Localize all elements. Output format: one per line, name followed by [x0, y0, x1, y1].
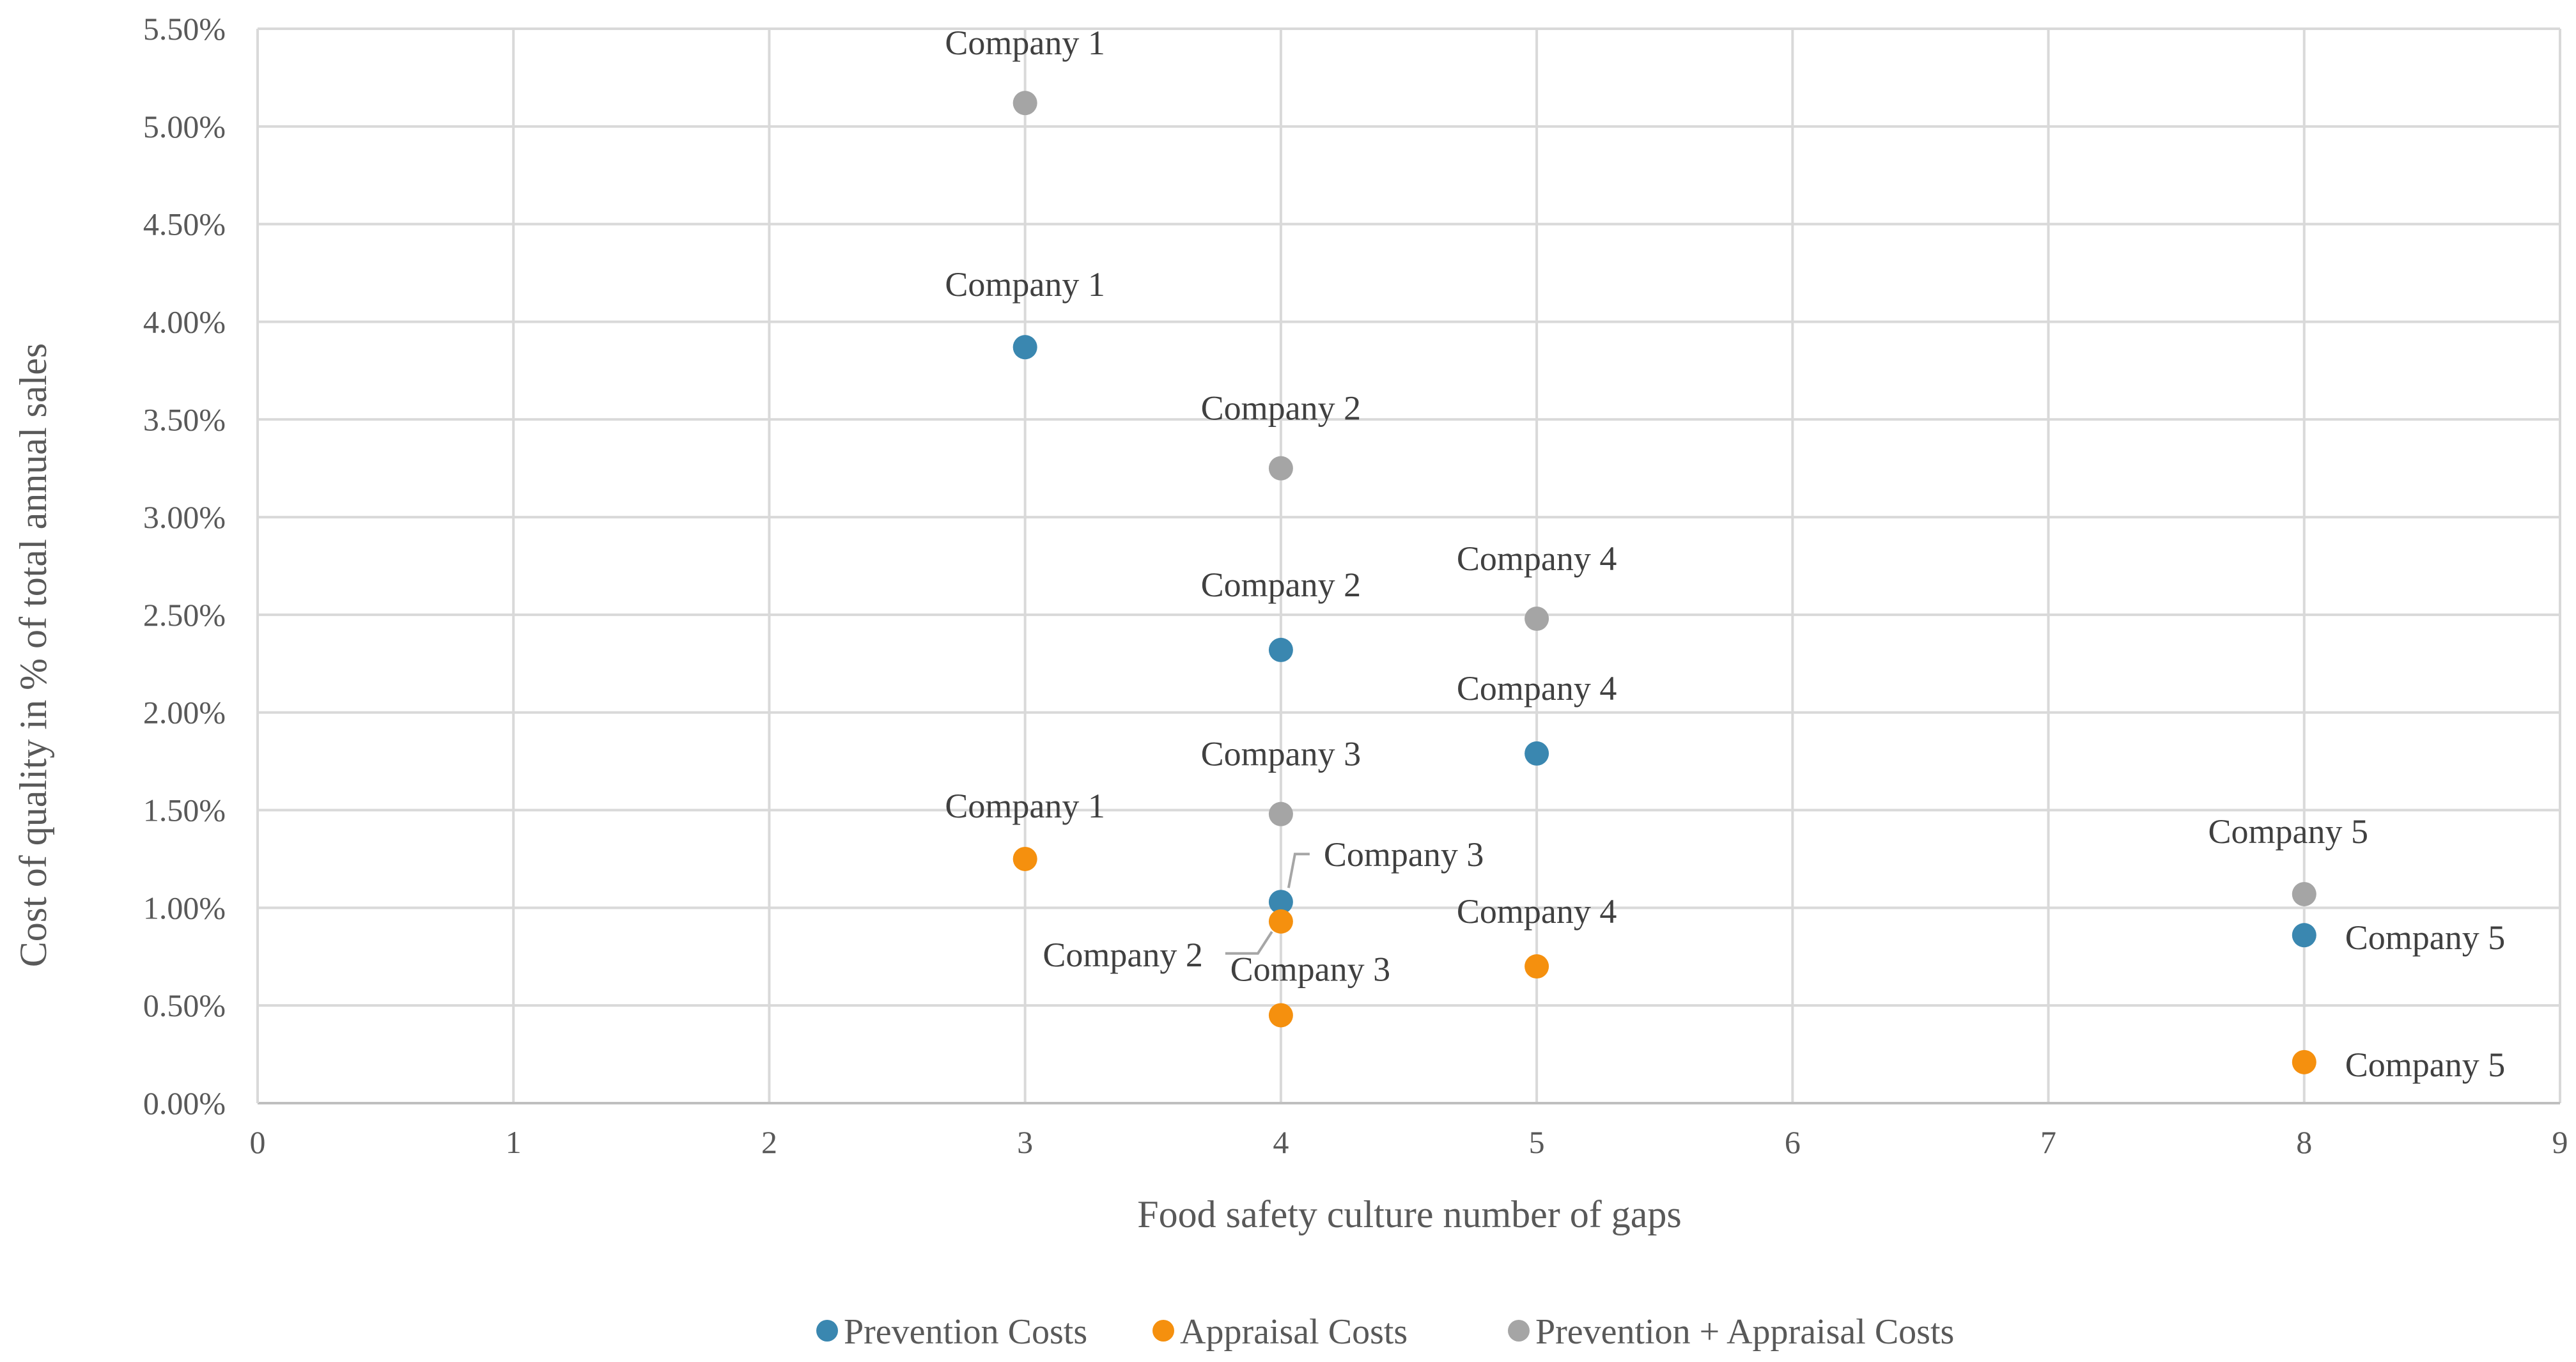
data-label: Company 3	[1324, 835, 1484, 874]
data-point	[1013, 91, 1037, 116]
legend-marker	[1152, 1320, 1174, 1342]
data-point	[1013, 335, 1037, 360]
data-label: Company 2	[1201, 566, 1362, 604]
data-point	[1268, 1003, 1293, 1028]
data-label: Company 3	[1230, 950, 1391, 988]
leader-line	[1287, 853, 1310, 888]
y-tick-label: 3.50%	[143, 401, 226, 437]
x-tick-label: 1	[506, 1124, 522, 1160]
x-tick-label: 9	[2552, 1124, 2568, 1160]
data-point	[1525, 607, 1549, 631]
leader-line	[1225, 931, 1273, 955]
x-tick-label: 6	[1785, 1124, 1801, 1160]
data-point	[2292, 1049, 2316, 1074]
legend: Prevention Costs Appraisal Costs Preventio…	[816, 1312, 1954, 1352]
data-point	[1268, 456, 1293, 481]
data-label: Company 5	[2208, 812, 2369, 851]
data-point	[1525, 741, 1549, 766]
y-tick-label: 5.50%	[143, 11, 226, 47]
y-axis-title: Cost of quality in % of total annual sal…	[12, 343, 54, 968]
data-points	[1013, 91, 2316, 1074]
data-point	[1268, 801, 1293, 826]
data-point	[2292, 923, 2316, 948]
grid	[258, 27, 2561, 1103]
y-tick-label: 0.50%	[143, 987, 226, 1023]
x-tick-label: 7	[2040, 1124, 2056, 1160]
legend-label: Appraisal Costs	[1180, 1312, 1408, 1352]
data-label: Company 2	[1043, 936, 1203, 974]
axes: 0 1 2 3 4 5 6 7 8 9 0.00% 0.50% 1.00% 1.50% 2.00% 2.50%…	[143, 11, 2568, 1160]
x-axis-title: Food safety culture number of gaps	[1137, 1193, 1681, 1235]
y-tick-label: 2.00%	[143, 695, 226, 731]
y-tick-label: 5.00%	[143, 109, 226, 144]
legend-item: Appraisal Costs	[1152, 1312, 1408, 1352]
x-tick-label: 5	[1529, 1124, 1545, 1160]
data-label: Company 5	[2345, 918, 2506, 957]
x-tick-label: 3	[1017, 1124, 1033, 1160]
legend-label: Prevention + Appraisal Costs	[1535, 1312, 1954, 1352]
y-tick-label: 1.50%	[143, 793, 226, 828]
data-point	[1268, 909, 1293, 934]
y-tick-label: 2.50%	[143, 597, 226, 633]
y-tick-label: 0.00%	[143, 1085, 226, 1121]
y-tick-label: 1.00%	[143, 890, 226, 925]
legend-item: Prevention + Appraisal Costs	[1508, 1312, 1954, 1352]
legend-item: Prevention Costs	[816, 1312, 1087, 1352]
data-point	[1268, 637, 1293, 662]
data-labels: Company 1 Company 2 Company 3 Company 4 Comp…	[945, 24, 2505, 1084]
data-label: Company 1	[945, 265, 1105, 304]
data-label: Company 5	[2345, 1046, 2506, 1084]
y-tick-label: 3.00%	[143, 499, 226, 535]
legend-label: Prevention Costs	[844, 1312, 1087, 1352]
data-label: Company 1	[945, 24, 1105, 62]
x-tick-label: 4	[1273, 1124, 1289, 1160]
data-label: Company 2	[1201, 389, 1362, 428]
legend-marker	[1508, 1320, 1530, 1342]
data-label: Company 1	[945, 787, 1105, 825]
x-tick-label: 8	[2296, 1124, 2312, 1160]
data-label: Company 4	[1457, 892, 1617, 931]
data-label: Company 3	[1201, 735, 1362, 773]
data-point	[1525, 954, 1549, 979]
data-point	[1013, 846, 1037, 871]
data-label: Company 4	[1457, 539, 1617, 578]
legend-marker	[816, 1320, 838, 1342]
y-tick-label: 4.00%	[143, 304, 226, 339]
x-tick-label: 0	[250, 1124, 266, 1160]
x-tick-label: 2	[761, 1124, 777, 1160]
data-point	[1268, 890, 1293, 915]
y-tick-label: 4.50%	[143, 206, 226, 242]
data-point	[2292, 881, 2316, 906]
data-label: Company 4	[1457, 669, 1617, 708]
